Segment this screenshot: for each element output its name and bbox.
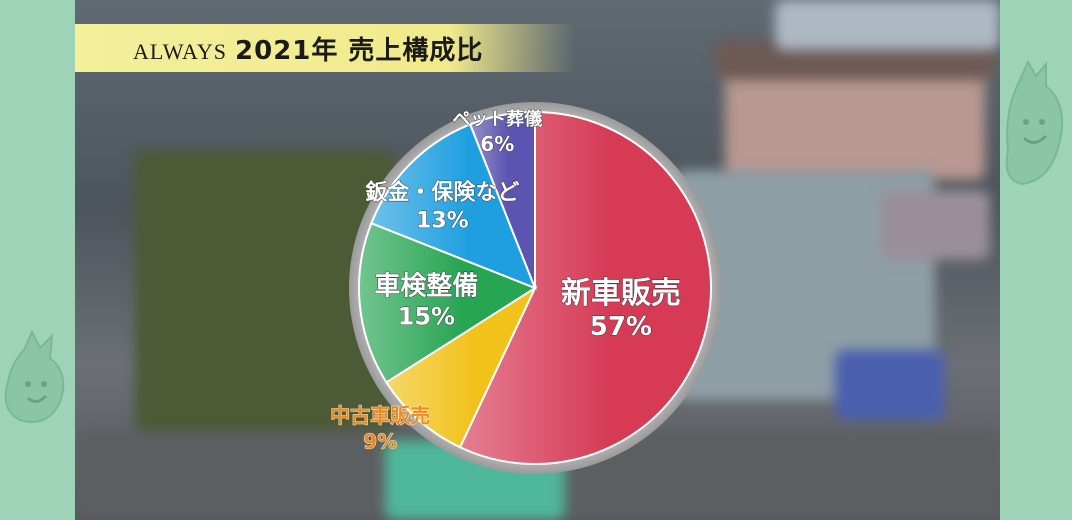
slice-category-label: ペット葬儀 <box>452 108 542 130</box>
slice-category-label: 鈑金・保険など <box>365 179 519 205</box>
slice-value-label: 9% <box>363 430 397 454</box>
sign-shape <box>835 350 945 420</box>
mascot-icon <box>1005 60 1064 186</box>
slice-value-label: 57% <box>590 312 652 342</box>
slice-value-label: 15% <box>398 302 455 330</box>
pie-slice-sheen <box>386 288 535 448</box>
video-background: ALWAYS 2021年 売上構成比 新車販売 57% 中古車販売 9% 車検整備 15% 鈑… <box>75 0 1000 520</box>
car-shape <box>880 190 990 260</box>
left-decor-panel <box>0 0 75 520</box>
chart-title: ALWAYS 2021年 売上構成比 <box>133 30 483 67</box>
pie-slice-sheen <box>371 124 535 288</box>
slice-value-label: 6% <box>480 132 514 156</box>
pie-slice-sheen <box>470 112 535 288</box>
slice-category-label: 新車販売 <box>561 276 681 311</box>
pie-slice-sheen <box>460 112 711 464</box>
sky-shape <box>775 0 1000 50</box>
pie-slice-sheen <box>359 223 535 383</box>
slice-category-label: 車検整備 <box>374 270 478 301</box>
slice-category-label: 中古車販売 <box>330 404 430 428</box>
title-bar: ALWAYS 2021年 売上構成比 <box>75 24 575 72</box>
slice-value-label: 13% <box>416 208 469 233</box>
title-text: 2021年 売上構成比 <box>235 35 484 66</box>
brand-name: ALWAYS <box>133 38 228 64</box>
pie-slices <box>358 110 712 465</box>
mascot-icon <box>4 330 65 423</box>
building-shape <box>725 60 985 180</box>
right-decor-panel <box>1000 0 1072 520</box>
